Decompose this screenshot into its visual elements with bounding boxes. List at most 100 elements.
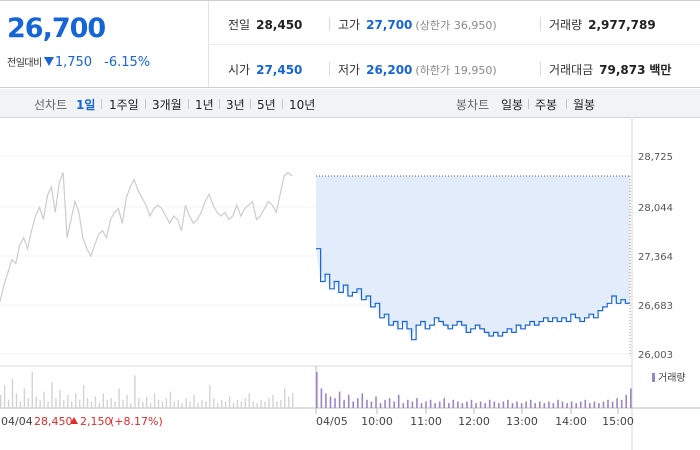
volume-bar [165,398,168,408]
volume-bar [520,403,523,408]
tab-1day[interactable]: 1일 [76,98,96,112]
volume-bar [507,399,509,408]
volume-bar [181,403,183,408]
volume-bar [370,401,373,408]
volume-bar [379,403,382,408]
volume-bar [228,396,231,408]
stat-label: 저가 [338,63,361,77]
volume-bar [55,398,57,408]
y-tick-label: 26,683 [638,301,673,312]
stat-label: 전일 [228,18,251,32]
volume-bar [51,381,53,408]
tab-10year[interactable]: 10년 [289,98,316,112]
x-tick-label: 12:00 [458,415,490,428]
volume-bar [217,403,219,408]
stat-trade-value: 거래대금 79,873 백만 [549,61,671,78]
volume-bar [284,388,286,408]
volume-bar [511,403,514,408]
divider [282,99,283,109]
prev-day-date: 04/04 [1,415,33,428]
change-percent: -6.15% [104,55,151,70]
divider [209,44,700,45]
volume-bar [173,401,175,408]
volume-bar [607,399,609,408]
tab-weekly-candle[interactable]: 주봉 [535,98,558,112]
prev-day-change-percent: (+8.17%) [110,415,163,428]
volume-bar [575,403,577,408]
volume-bar [488,399,491,408]
tab-monthly-candle[interactable]: 월봉 [573,98,596,112]
down-triangle-icon [43,57,54,66]
volume-bar [39,399,41,408]
volume-bar [325,393,327,408]
volume-bar [484,403,486,408]
volume-bar [493,401,496,408]
volume-bar [122,399,124,408]
volume-bar [153,393,156,408]
volume-bar [126,394,128,408]
volume-bar [429,399,432,408]
volume-bar [142,401,144,408]
volume-bar [616,398,618,408]
tab-5year[interactable]: 5년 [257,98,276,112]
volume-bar [264,401,266,408]
tab-3month[interactable]: 3개월 [152,98,182,112]
volume-bar [138,398,140,408]
stock-header: 26,700 전일대비 1,750 -6.15% 전일 28,450 고가 27,70… [0,0,700,88]
divider [540,17,541,31]
volume-bar [15,393,18,408]
volume-bar [593,401,596,408]
divider [329,62,330,76]
volume-bar [260,399,262,408]
change-label: 전일대비 [7,58,42,69]
divider [101,99,102,109]
volume-bar [475,403,477,408]
tab-daily-candle[interactable]: 일봉 [501,98,524,112]
volume-bar [570,401,573,408]
stat-open: 시가 27,450 [228,61,302,78]
volume-bar [461,403,464,408]
volume-bar [316,372,318,408]
stat-sub-label: (하한가 [415,64,451,77]
volume-bar [407,399,409,408]
volume-bar [130,403,132,408]
volume-bar [110,398,112,408]
volume-bar [244,398,246,408]
y-tick-label: 27,364 [638,252,673,263]
volume-bar [625,394,627,408]
volume-bar [292,393,294,408]
stat-high: 고가 27,700 (상한가 36,950) [338,16,497,33]
volume-bar [416,398,418,408]
volume-bar [197,403,199,408]
volume-bar [457,401,459,408]
price-box: 26,700 전일대비 1,750 -6.15% [0,1,209,87]
volume-bar [98,403,100,408]
tab-1week[interactable]: 1주일 [109,98,139,112]
volume-bar [566,403,568,408]
volume-bar [0,394,2,408]
volume-bar [78,399,81,408]
volume-bar [529,399,532,408]
volume-bar [479,401,482,408]
volume-bar [343,399,345,408]
volume-bar [75,393,77,408]
volume-bar [329,396,332,408]
stat-value: 27,450 [256,63,303,77]
volume-bar [157,399,160,408]
volume-bar [205,401,207,408]
volume-legend-swatch [652,373,655,382]
x-tick-label: 11:00 [410,415,442,428]
tab-3year[interactable]: 3년 [226,98,245,112]
volume-bar [94,396,97,408]
volume-bar [276,401,278,408]
stat-sub-label: (상한가 [415,19,451,32]
divider [250,99,251,109]
stat-volume: 거래량 2,977,789 [549,16,656,33]
stat-label: 시가 [228,63,251,77]
volume-bar [420,403,423,408]
tab-1year[interactable]: 1년 [195,98,214,112]
stat-value: 28,450 [256,18,303,32]
stat-label: 거래대금 [549,63,594,77]
volume-bar [620,399,623,408]
